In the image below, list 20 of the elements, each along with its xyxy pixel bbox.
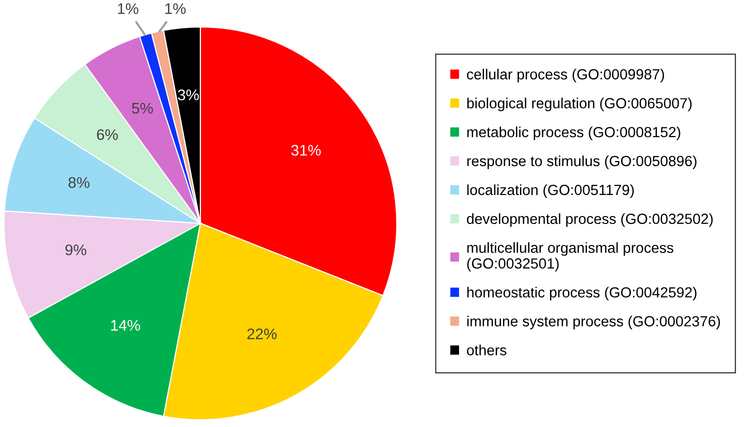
legend-label: multicellular organismal process (GO:0032501) bbox=[467, 242, 674, 272]
legend-label: homeostatic process (GO:0042592) bbox=[467, 286, 696, 300]
data-label: 1% bbox=[118, 3, 138, 14]
data-label: 1% bbox=[165, 3, 186, 14]
legend-label: biological regulation (GO:0065007) bbox=[467, 98, 692, 112]
legend-label: cellular process (GO:0009987) bbox=[466, 68, 664, 82]
data-label: 22% bbox=[247, 328, 277, 340]
data-label: 6% bbox=[97, 129, 118, 140]
legend-label: others bbox=[466, 344, 506, 356]
data-label: 8% bbox=[68, 177, 90, 188]
data-label: 31% bbox=[291, 144, 321, 156]
data-label: 14% bbox=[111, 320, 140, 331]
legend-label: response to stimulus (GO:0050896) bbox=[467, 155, 696, 170]
legend-label: developmental process (GO:0032502) bbox=[466, 213, 713, 227]
legend-label: metabolic process (GO:0008152) bbox=[467, 126, 680, 140]
legend-label: immune system process (GO:0002376) bbox=[467, 316, 720, 330]
legend-label: localization (GO:0051179) bbox=[467, 184, 634, 198]
data-label: 5% bbox=[132, 102, 153, 114]
data-label: 3% bbox=[178, 89, 199, 100]
data-label: 9% bbox=[65, 244, 86, 256]
